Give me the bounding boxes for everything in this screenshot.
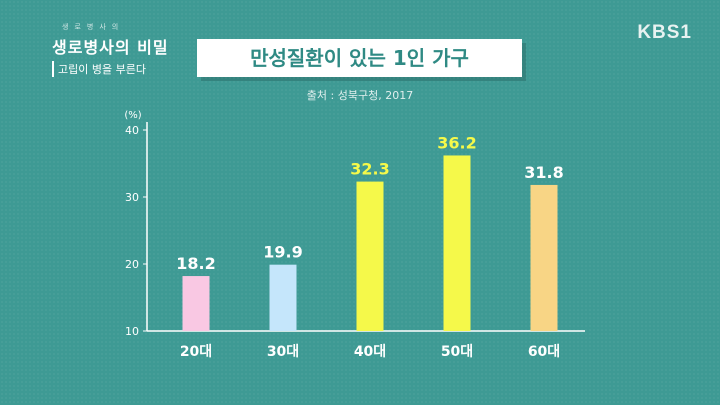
bar-20대 (182, 276, 210, 331)
bar-60대 (530, 184, 558, 331)
bar-50대 (443, 155, 471, 331)
logo-small-text: 생로병사의 (62, 23, 125, 31)
x-tick-label-20대: 20대 (180, 344, 212, 360)
x-tick-label-50대: 50대 (441, 344, 473, 360)
x-tick-label-30대: 30대 (267, 344, 299, 360)
y-tick-label-40: 40 (125, 124, 139, 137)
data-label-20대: 18.2 (176, 254, 215, 273)
data-label-50대: 36.2 (437, 133, 476, 152)
chart-title: 만성질환이 있는 1인 가구 (197, 39, 522, 77)
bar-40대 (356, 181, 384, 331)
data-label-40대: 32.3 (350, 160, 389, 179)
data-label-60대: 31.8 (524, 163, 563, 182)
logo-title: 생로병사의 비밀 (52, 38, 169, 57)
chart-source: 출처 : 성북구청, 2017 (306, 89, 414, 102)
y-tick-label-30: 30 (125, 191, 139, 204)
data-label-30대: 19.9 (263, 243, 302, 262)
program-logo: 생로병사의 생로병사의 비밀 고립이 병을 부른다 (52, 22, 169, 77)
bar-30대 (269, 264, 297, 331)
channel-logo: KBS1 (637, 22, 692, 43)
y-axis-unit: (%) (124, 110, 141, 121)
y-tick-label-10: 10 (125, 325, 139, 338)
x-tick-label-40대: 40대 (354, 344, 386, 360)
x-tick-label-60대: 60대 (528, 344, 560, 360)
y-tick-label-20: 20 (125, 258, 139, 271)
logo-subtitle: 고립이 병을 부른다 (52, 61, 169, 77)
